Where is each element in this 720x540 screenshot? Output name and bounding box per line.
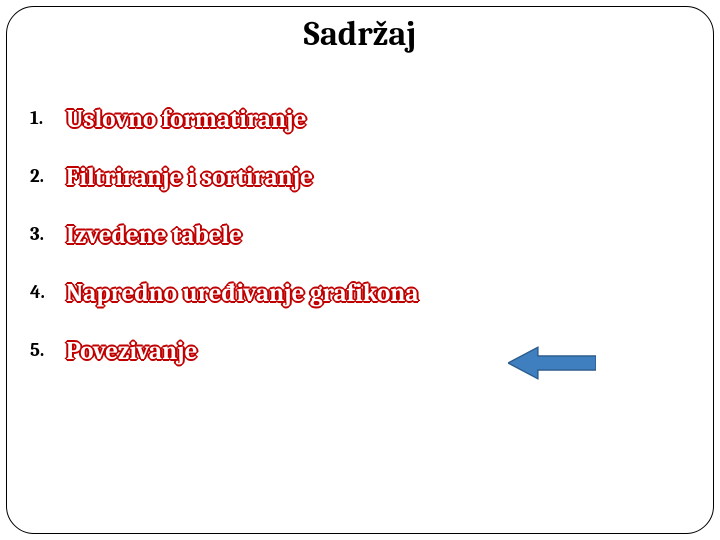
item-number: 3. (30, 221, 66, 245)
item-label: Izvedene tabele (66, 221, 242, 250)
item-label: Povezivanje (66, 337, 197, 366)
list-item: 4. Napredno uređivanje grafikona (30, 279, 690, 337)
list-item: 3. Izvedene tabele (30, 221, 690, 279)
item-label: Uslovno formatiranje (66, 105, 306, 134)
list-item: 1. Uslovno formatiranje (30, 105, 690, 163)
arrow-left-icon (508, 345, 596, 381)
item-number: 5. (30, 337, 66, 361)
arrow-shape (508, 347, 596, 379)
list-item: 2. Filtriranje i sortiranje (30, 163, 690, 221)
item-label: Filtriranje i sortiranje (66, 163, 313, 192)
slide-title: Sadržaj (0, 14, 720, 54)
item-number: 2. (30, 163, 66, 187)
item-number: 1. (30, 105, 66, 129)
item-number: 4. (30, 279, 66, 303)
slide: Sadržaj 1. Uslovno formatiranje 2. Filtr… (0, 0, 720, 540)
item-label: Napredno uređivanje grafikona (66, 279, 419, 308)
